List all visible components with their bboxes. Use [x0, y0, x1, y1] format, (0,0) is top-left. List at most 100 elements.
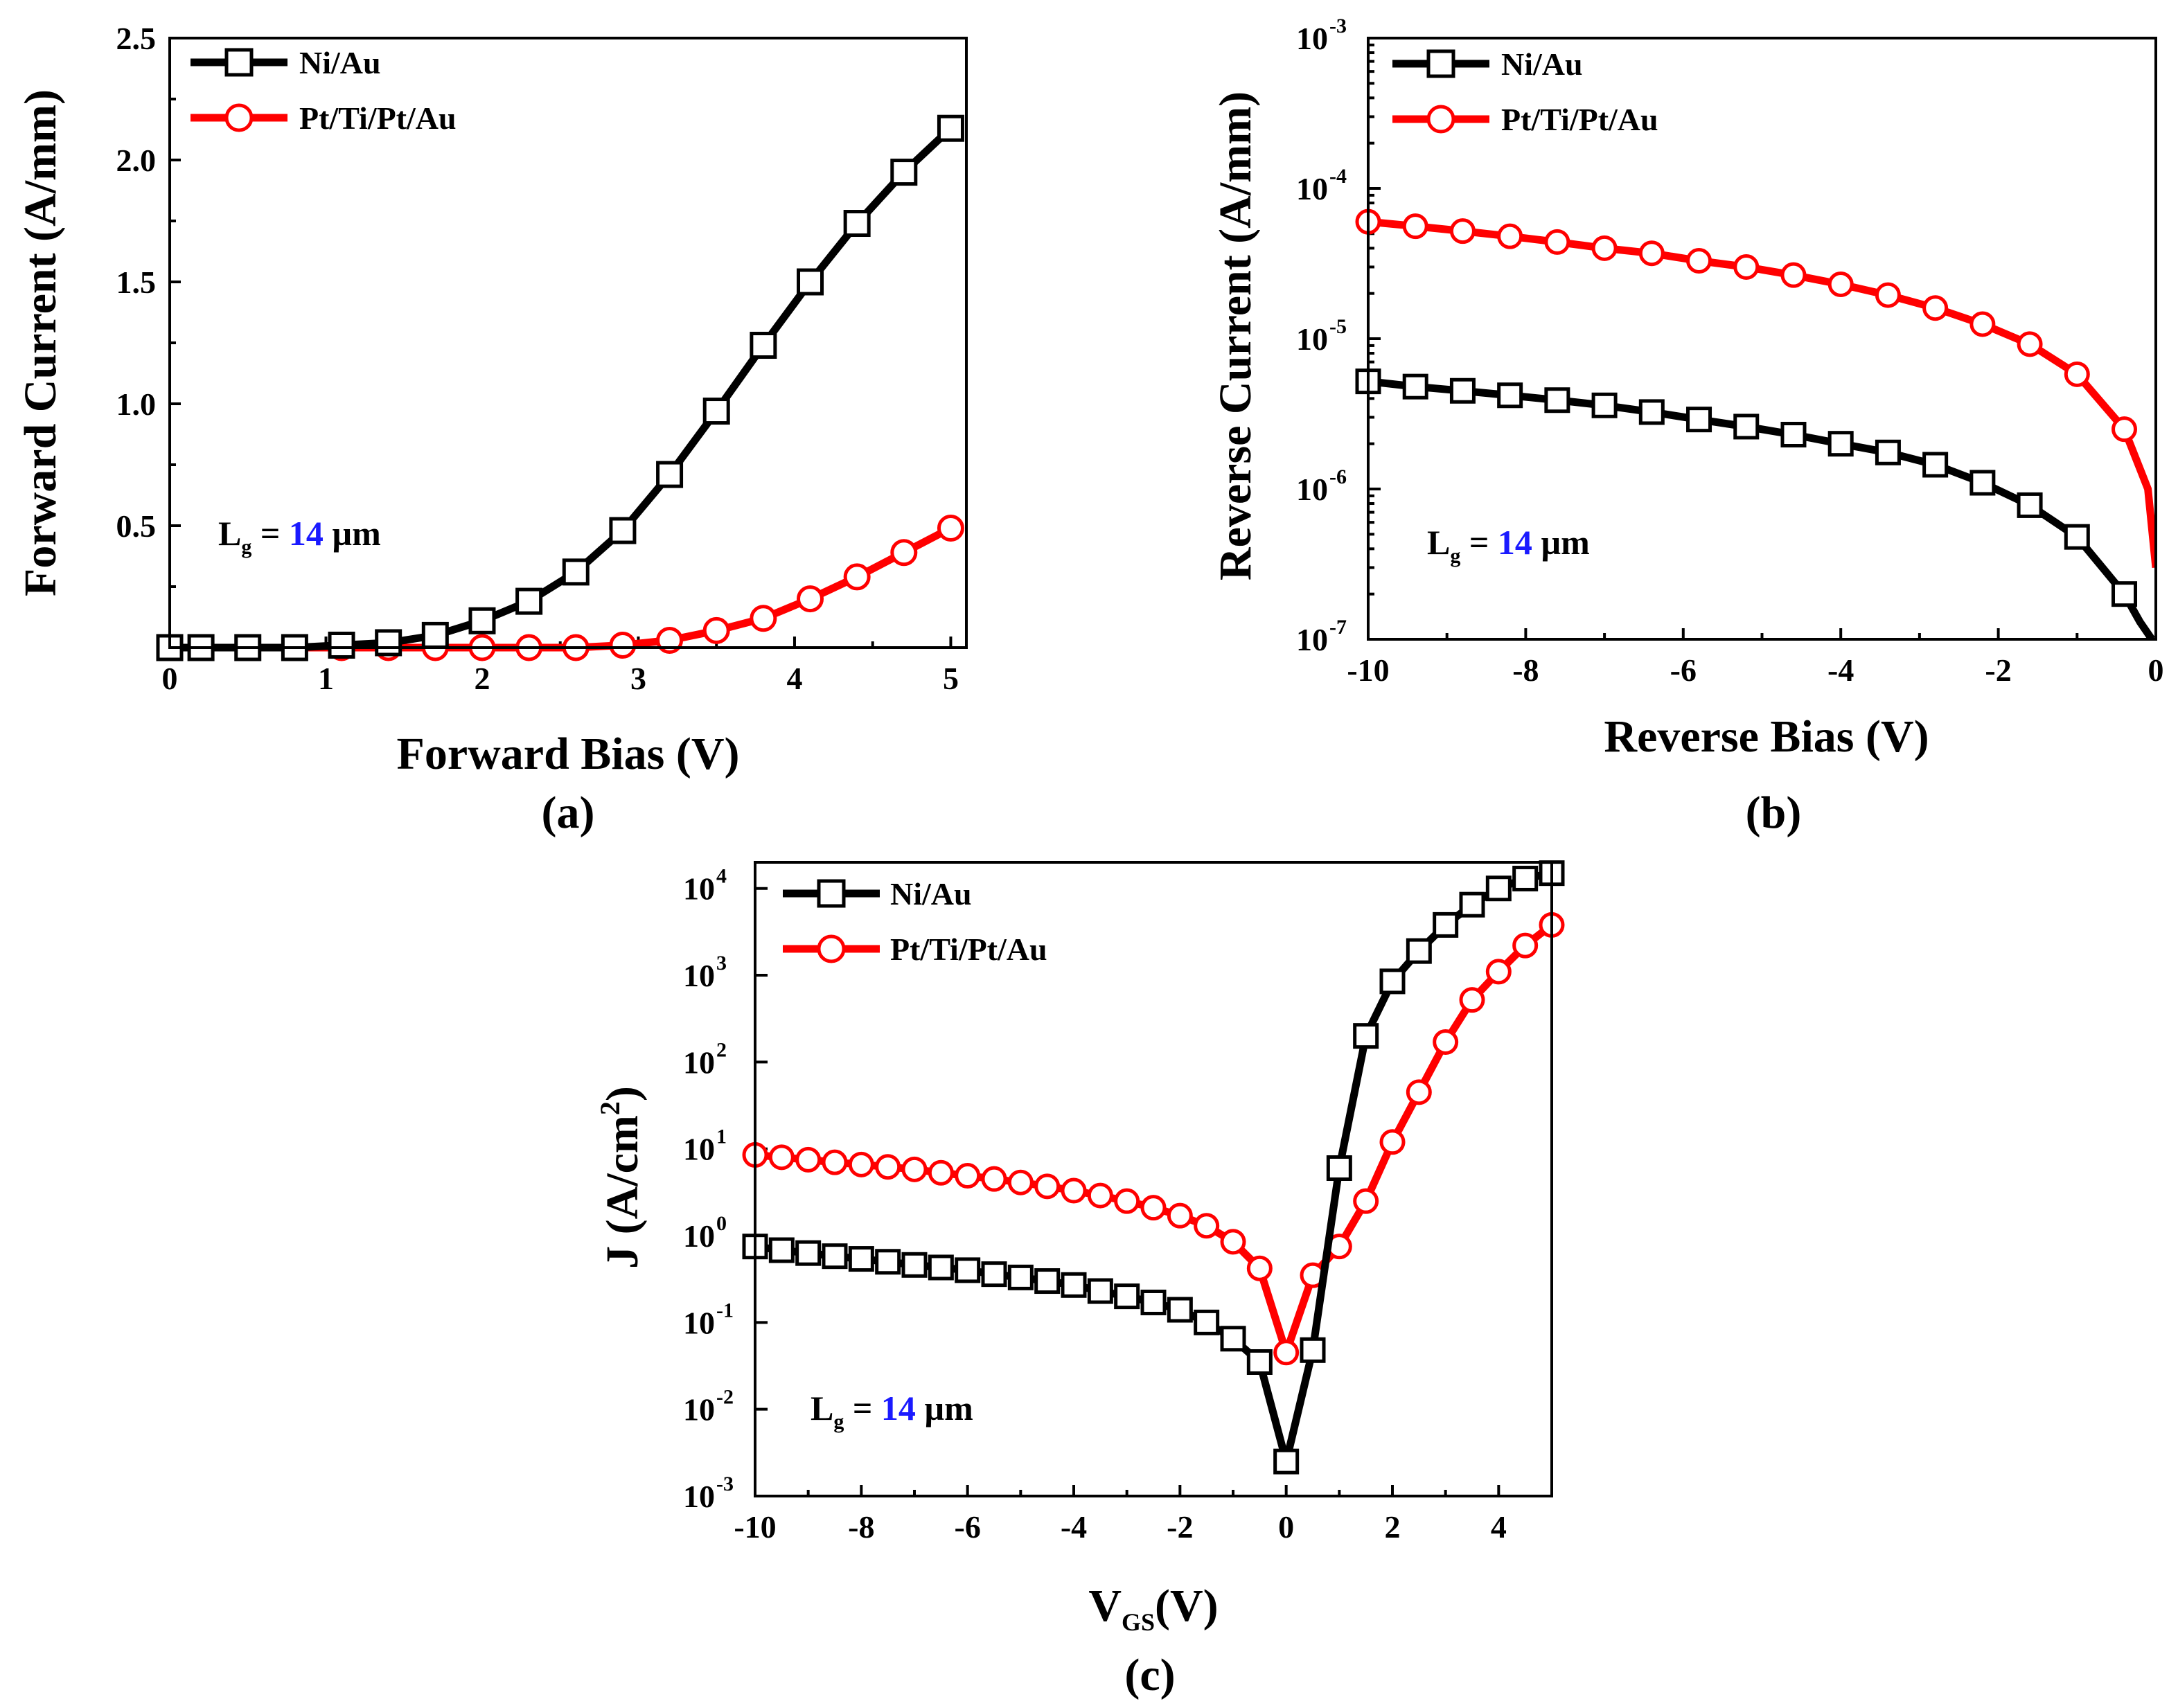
panel-b-ylabel: Reverse Current (A/mm)	[1210, 91, 1261, 580]
data-point	[1733, 413, 1760, 440]
legend-pt-label: Pt/Ti/Pt/Au	[299, 100, 457, 136]
data-point	[1638, 240, 1665, 267]
data-point	[901, 1156, 928, 1182]
data-point	[928, 1159, 954, 1186]
data-point	[890, 539, 918, 567]
panel-c-annotation: Lg = 14 µm	[811, 1389, 973, 1433]
y-tick-label: 10	[1296, 171, 1328, 206]
y-tick-label: 10	[683, 1044, 715, 1080]
lg-sub: g	[241, 535, 251, 558]
lg-value: 14	[1498, 523, 1532, 562]
x-tick-label: 0	[1278, 1509, 1294, 1545]
x-tick-label: -6	[1670, 652, 1697, 688]
data-point	[843, 563, 871, 591]
data-point	[848, 1246, 874, 1272]
tick-base: 10	[683, 958, 715, 993]
legend-ni-au-label: Ni/Au	[1501, 46, 1583, 82]
data-point	[928, 1254, 954, 1281]
panel-c-frame	[754, 861, 1553, 1497]
data-point	[656, 626, 684, 654]
tick-base: 10	[1296, 21, 1328, 56]
panel-c-xlabel: VGS(V)	[1088, 1581, 1218, 1636]
y-tick-label: 10	[1296, 321, 1328, 357]
x-tick-label: 3	[630, 661, 646, 696]
data-point	[609, 631, 637, 659]
legend-ni-au-label: Ni/Au	[299, 45, 381, 80]
data-point	[822, 1149, 848, 1175]
y-tick-label: 2.0	[116, 143, 157, 178]
xlabel-main: V	[1088, 1581, 1122, 1631]
lg-unit: µm	[916, 1389, 973, 1427]
series-line-0	[170, 125, 954, 652]
lg-value: 14	[881, 1389, 916, 1427]
data-point	[1379, 1129, 1406, 1155]
lg-symbol: L	[811, 1389, 833, 1427]
data-point	[981, 1261, 1007, 1288]
tick-base: 10	[683, 1218, 715, 1254]
data-point	[750, 332, 777, 359]
data-point	[768, 1144, 795, 1171]
data-point	[2064, 524, 2090, 550]
y-tick-label: 10	[1296, 472, 1328, 507]
data-point	[1512, 932, 1539, 959]
panel-b-legend: Ni/Au Pt/Ti/Pt/Au	[1392, 46, 1658, 137]
data-point	[1167, 1297, 1193, 1323]
x-tick-label: -2	[1167, 1509, 1193, 1545]
tick-exp: -2	[716, 1386, 734, 1409]
data-point	[1406, 938, 1432, 964]
panel-c-label: (c)	[1124, 1650, 1175, 1700]
x-tick-label: -8	[1512, 652, 1539, 688]
data-point	[1246, 1255, 1273, 1281]
data-point	[875, 1154, 901, 1180]
data-point	[1007, 1169, 1034, 1195]
tick-base: 10	[1296, 472, 1328, 507]
data-point	[1686, 247, 1712, 274]
panel-a-ylabel: Forward Current (A/mm)	[15, 89, 66, 596]
data-point	[2017, 492, 2043, 518]
data-point	[1459, 891, 1485, 918]
data-point	[1512, 865, 1539, 891]
data-point	[1326, 1155, 1352, 1182]
data-point	[981, 1166, 1007, 1192]
x-tick-label: -8	[848, 1509, 874, 1545]
data-point	[822, 1243, 848, 1270]
y-tick-label: 10	[683, 958, 715, 993]
tick-base: 10	[683, 1392, 715, 1427]
data-point	[1402, 213, 1428, 240]
x-tick-label: 2	[1385, 1509, 1401, 1545]
x-tick-label: 0	[2148, 652, 2164, 688]
tick-exp: -6	[1329, 465, 1347, 488]
tick-base: 10	[683, 871, 715, 907]
data-point	[937, 515, 964, 542]
tick-base: 10	[683, 1132, 715, 1167]
tick-base: 10	[683, 1479, 715, 1514]
lg-sub: g	[1450, 544, 1460, 567]
y-tick-label: 10	[1296, 622, 1328, 657]
data-point	[1780, 422, 1807, 448]
data-point	[515, 587, 543, 615]
y-tick-label: 1.5	[116, 265, 157, 300]
legend-ni-au-marker	[817, 879, 846, 908]
data-point	[1449, 218, 1476, 244]
data-point	[1485, 875, 1512, 902]
data-point	[1353, 1188, 1379, 1214]
data-point	[1087, 1182, 1113, 1209]
tick-exp: -4	[1329, 165, 1347, 188]
y-tick-label: 0.5	[116, 508, 157, 544]
data-point	[1497, 382, 1523, 409]
data-point	[1485, 959, 1512, 985]
x-tick-label: -2	[1985, 652, 2011, 688]
data-point	[875, 1249, 901, 1275]
lg-symbol: L	[1427, 523, 1450, 562]
y-tick-label: 10	[683, 1132, 715, 1167]
lg-eq: =	[844, 1389, 881, 1427]
data-point	[562, 558, 590, 586]
legend-ni-au-marker	[224, 48, 254, 77]
tick-base: 10	[1296, 622, 1328, 657]
y-tick-label: 2.5	[116, 21, 157, 56]
tick-base: 10	[683, 1044, 715, 1080]
ylabel-rest: )	[597, 1086, 648, 1101]
data-point	[843, 210, 871, 238]
data-point	[1379, 968, 1406, 995]
